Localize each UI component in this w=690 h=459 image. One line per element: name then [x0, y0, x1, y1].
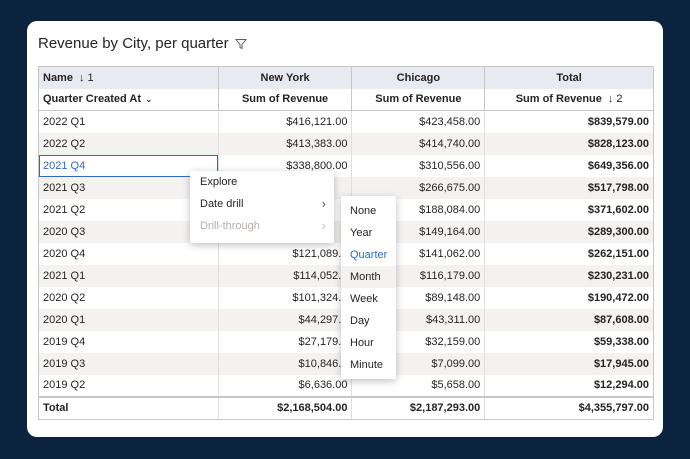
- table-row[interactable]: 2022 Q2 $413,383.00 $414,740.00 $828,123…: [38, 132, 654, 155]
- menu-item-label: Explore: [200, 176, 238, 188]
- row-header-cell[interactable]: 2020 Q1: [38, 308, 219, 331]
- submenu-item-week[interactable]: Week: [350, 293, 378, 305]
- chevron-right-icon: ›: [321, 196, 326, 211]
- column-header-total[interactable]: Total: [484, 66, 654, 89]
- row-header-cell[interactable]: 2021 Q3: [38, 176, 219, 199]
- total-value-cell[interactable]: $2,168,504.00: [217, 395, 352, 420]
- submenu-item-day[interactable]: Day: [350, 315, 370, 327]
- filter-icon[interactable]: [234, 37, 247, 50]
- value-cell[interactable]: $121,089.0: [217, 242, 352, 265]
- row-header-cell[interactable]: 2022 Q2: [38, 132, 219, 155]
- value-cell[interactable]: $310,556.00: [351, 154, 485, 177]
- value-cell[interactable]: $423,458.00: [351, 110, 485, 133]
- name-header-label: Name: [43, 71, 73, 84]
- value-cell[interactable]: $10,846.0: [217, 352, 352, 375]
- visual-title: Revenue by City, per quarter: [38, 34, 229, 52]
- total-cell[interactable]: $262,151.00: [484, 242, 654, 265]
- value-cell[interactable]: $114,052.0: [217, 264, 352, 287]
- measure-header-total-label: Sum of Revenue: [515, 93, 602, 106]
- selected-row-header-cell[interactable]: 2021 Q4: [38, 154, 219, 177]
- row-header-cell[interactable]: 2022 Q1: [38, 110, 219, 133]
- row-header-cell[interactable]: 2019 Q4: [38, 330, 219, 353]
- total-cell[interactable]: $59,338.00: [484, 330, 654, 353]
- measure-header-chicago[interactable]: Sum of Revenue: [351, 88, 485, 111]
- total-cell[interactable]: $371,602.00: [484, 198, 654, 221]
- submenu-item-quarter[interactable]: Quarter: [350, 249, 388, 261]
- column-header-chicago[interactable]: Chicago: [351, 66, 485, 89]
- table-row[interactable]: 2020 Q2 $101,324.0 $89,148.00 $190,472.0…: [38, 286, 654, 309]
- context-menu: Explore Date drill › Drill-through ›: [190, 171, 334, 243]
- table-row[interactable]: 2020 Q4 $121,089.0 $141,062.00 $262,151.…: [38, 242, 654, 265]
- value-cell[interactable]: $44,297.0: [217, 308, 352, 331]
- row-field-label: Quarter Created At: [43, 93, 142, 106]
- sort-indicator: ↓ 2: [607, 93, 623, 106]
- total-cell[interactable]: $828,123.00: [484, 132, 654, 155]
- table-row[interactable]: 2021 Q1 $114,052.0 $116,179.00 $230,231.…: [38, 264, 654, 287]
- menu-item-label: Drill-through: [200, 220, 260, 232]
- submenu-item-minute[interactable]: Minute: [350, 359, 384, 371]
- menu-item-explore[interactable]: Explore: [190, 171, 334, 193]
- menu-item-drill-through: Drill-through ›: [190, 215, 334, 237]
- submenu-item-hour[interactable]: Hour: [350, 337, 374, 349]
- total-cell[interactable]: $517,798.00: [484, 176, 654, 199]
- table-row[interactable]: 2019 Q2 $6,636.00 $5,658.00 $12,294.00: [38, 374, 654, 397]
- total-cell[interactable]: $839,579.00: [484, 110, 654, 133]
- row-header-cell[interactable]: 2019 Q2: [38, 374, 219, 397]
- value-cell[interactable]: $416,121.00: [217, 110, 352, 133]
- grand-total-cell[interactable]: $4,355,797.00: [484, 395, 654, 420]
- value-cell[interactable]: $266,675.00: [351, 176, 485, 199]
- measure-header-row: Quarter Created At ⌄ Sum of Revenue Sum o…: [38, 88, 654, 111]
- total-cell[interactable]: $87,608.00: [484, 308, 654, 331]
- table-row[interactable]: 2022 Q1 $416,121.00 $423,458.00 $839,579…: [38, 110, 654, 133]
- value-cell[interactable]: $414,740.00: [351, 132, 485, 155]
- row-header-cell[interactable]: 2020 Q3: [38, 220, 219, 243]
- name-column-header[interactable]: Name ↓ 1: [38, 66, 219, 89]
- total-cell[interactable]: $190,472.00: [484, 286, 654, 309]
- sort-indicator: ↓ 1: [78, 71, 94, 84]
- menu-item-label: Date drill: [200, 198, 244, 210]
- total-cell[interactable]: $289,300.00: [484, 220, 654, 243]
- total-row: Total $2,168,504.00 $2,187,293.00 $4,355…: [38, 395, 654, 420]
- row-header-cell[interactable]: 2020 Q4: [38, 242, 219, 265]
- column-header-new-york[interactable]: New York: [217, 66, 352, 89]
- submenu-item-year[interactable]: Year: [350, 227, 373, 239]
- row-header-cell[interactable]: 2021 Q2: [38, 198, 219, 221]
- submenu-item-month[interactable]: Month: [341, 266, 396, 288]
- value-cell[interactable]: $101,324.0: [217, 286, 352, 309]
- total-value-cell[interactable]: $2,187,293.00: [351, 395, 485, 420]
- total-cell[interactable]: $17,945.00: [484, 352, 654, 375]
- value-cell[interactable]: $413,383.00: [217, 132, 352, 155]
- row-header-cell[interactable]: 2019 Q3: [38, 352, 219, 375]
- value-cell[interactable]: $27,179.0: [217, 330, 352, 353]
- value-cell[interactable]: $6,636.00: [217, 374, 352, 397]
- column-header-row: Name ↓ 1 New York Chicago Total: [38, 66, 654, 89]
- date-drill-submenu: None Year Quarter Month Week Day Hour Mi…: [341, 196, 396, 379]
- table-row[interactable]: 2021 Q4 $338,800.00 $310,556.00 $649,356…: [38, 154, 654, 177]
- measure-header-total[interactable]: Sum of Revenue ↓ 2: [484, 88, 654, 111]
- chevron-right-icon: ›: [321, 218, 326, 233]
- menu-item-date-drill[interactable]: Date drill ›: [190, 193, 334, 215]
- visual-header: Revenue by City, per quarter: [38, 33, 247, 53]
- row-header-cell[interactable]: 2021 Q1: [38, 264, 219, 287]
- table-row[interactable]: 2020 Q1 $44,297.0 $43,311.00 $87,608.00: [38, 308, 654, 331]
- row-field-header[interactable]: Quarter Created At ⌄: [38, 88, 219, 111]
- total-cell[interactable]: $12,294.00: [484, 374, 654, 397]
- row-header-cell[interactable]: 2020 Q2: [38, 286, 219, 309]
- total-row-label: Total: [38, 395, 219, 420]
- total-cell[interactable]: $649,356.00: [484, 154, 654, 177]
- chevron-down-icon[interactable]: ⌄: [145, 94, 153, 105]
- total-cell[interactable]: $230,231.00: [484, 264, 654, 287]
- measure-header-new-york[interactable]: Sum of Revenue: [217, 88, 352, 111]
- submenu-item-none[interactable]: None: [350, 205, 377, 217]
- value-cell[interactable]: $5,658.00: [351, 374, 485, 397]
